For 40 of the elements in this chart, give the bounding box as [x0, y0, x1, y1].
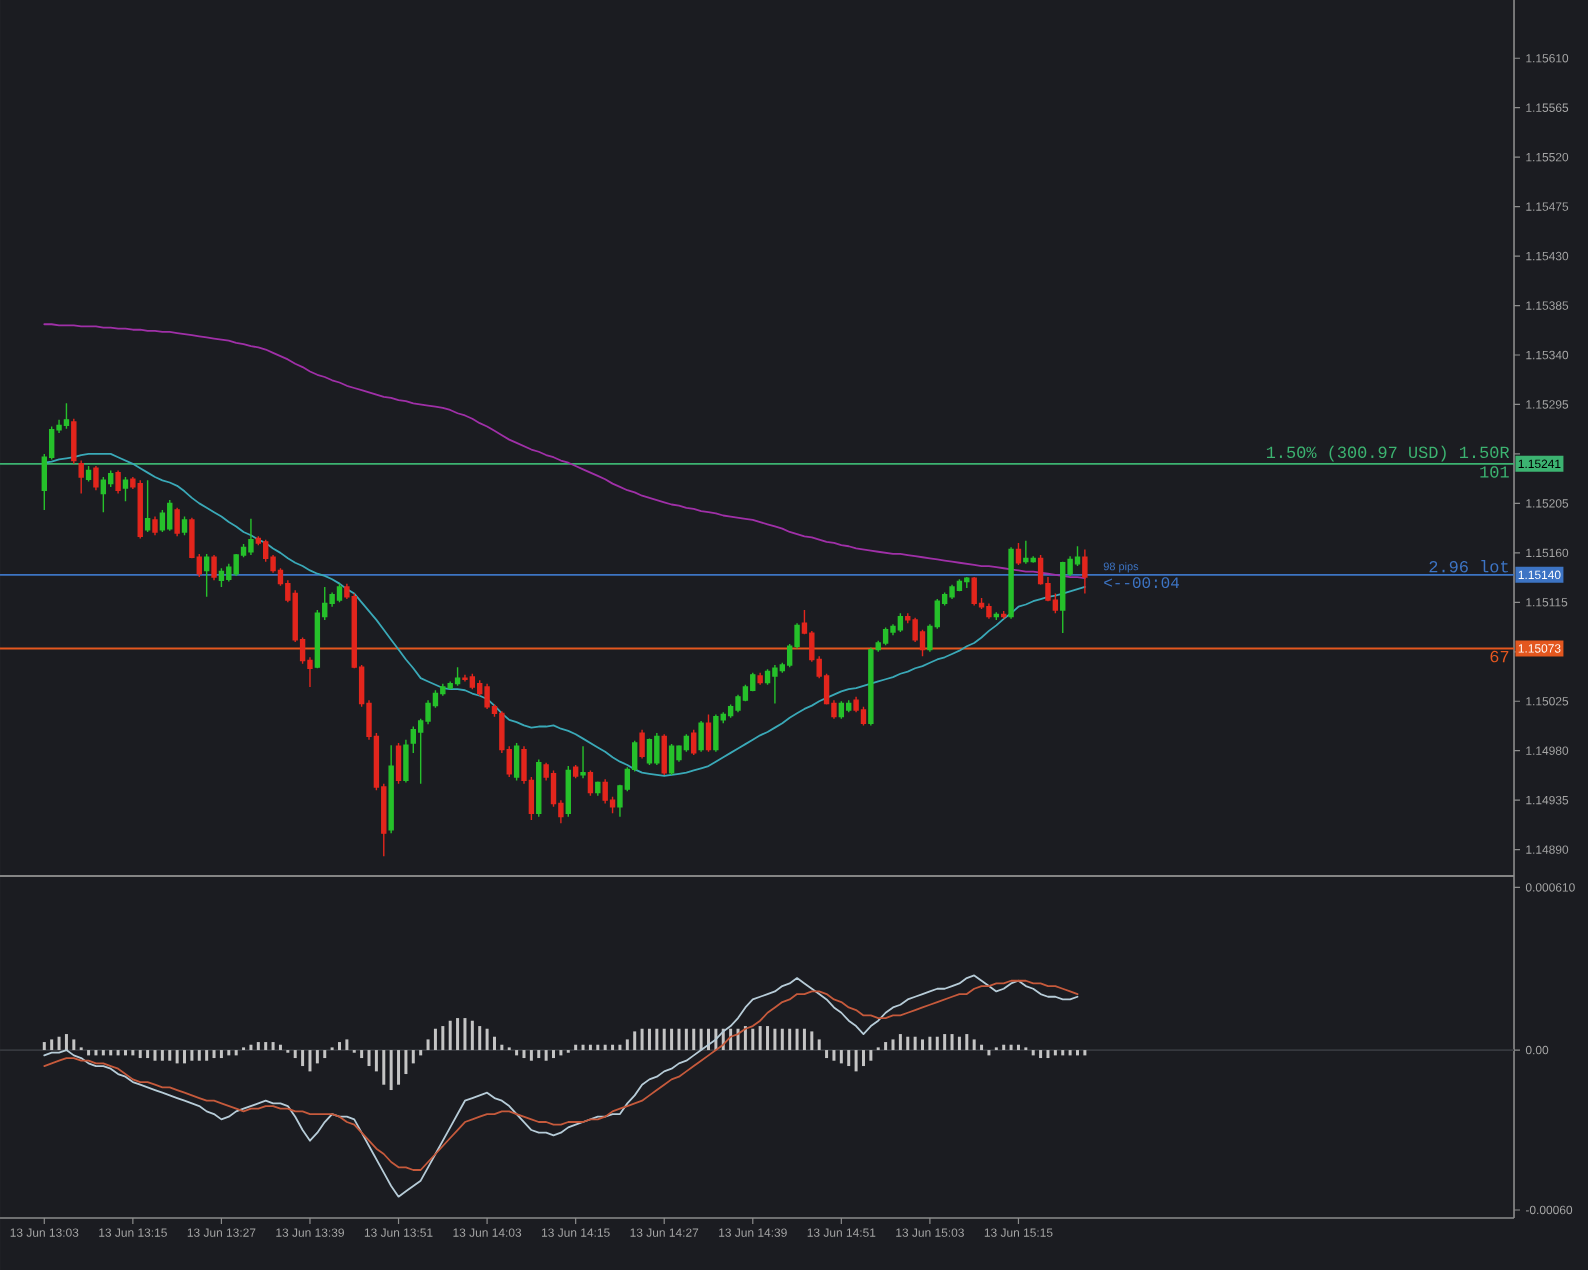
candlestick: [964, 576, 970, 589]
candlestick: [735, 693, 741, 713]
candlestick: [1082, 548, 1088, 595]
candlestick: [122, 476, 129, 502]
candlestick: [115, 469, 121, 495]
candlestick: [757, 671, 763, 686]
candlestick: [144, 479, 151, 533]
candlestick: [772, 664, 778, 705]
candlestick: [1023, 540, 1029, 565]
candlestick: [93, 465, 99, 491]
candlestick: [484, 682, 490, 710]
candlestick: [203, 553, 210, 598]
candlestick: [595, 780, 601, 797]
candlestick: [403, 739, 409, 784]
candlestick: [580, 745, 586, 779]
text: 67: [1490, 650, 1509, 663]
candlestick: [1008, 546, 1014, 620]
text: 1.50% (300.97 USD) 1.50R: [1266, 445, 1510, 462]
candlestick: [572, 764, 579, 779]
candlestick: [639, 729, 645, 760]
candlestick: [211, 554, 217, 582]
candlestick: [469, 673, 476, 690]
candlestick: [949, 584, 955, 600]
candlestick: [654, 732, 660, 766]
candlestick: [63, 402, 70, 430]
text: 101: [1480, 466, 1509, 478]
candlestick: [602, 778, 608, 805]
candlestick: [388, 744, 394, 834]
candlestick: [462, 674, 468, 683]
text: 2.96 lot: [1429, 559, 1508, 573]
candlestick: [454, 666, 461, 687]
candlestick: [986, 602, 992, 620]
candlestick: [698, 720, 704, 753]
candlestick: [868, 646, 874, 727]
candlestick: [971, 576, 977, 607]
candlestick: [152, 515, 158, 536]
candlestick: [713, 713, 719, 753]
candlestick: [100, 476, 107, 513]
candlestick: [248, 518, 254, 556]
candlestick: [174, 507, 180, 538]
